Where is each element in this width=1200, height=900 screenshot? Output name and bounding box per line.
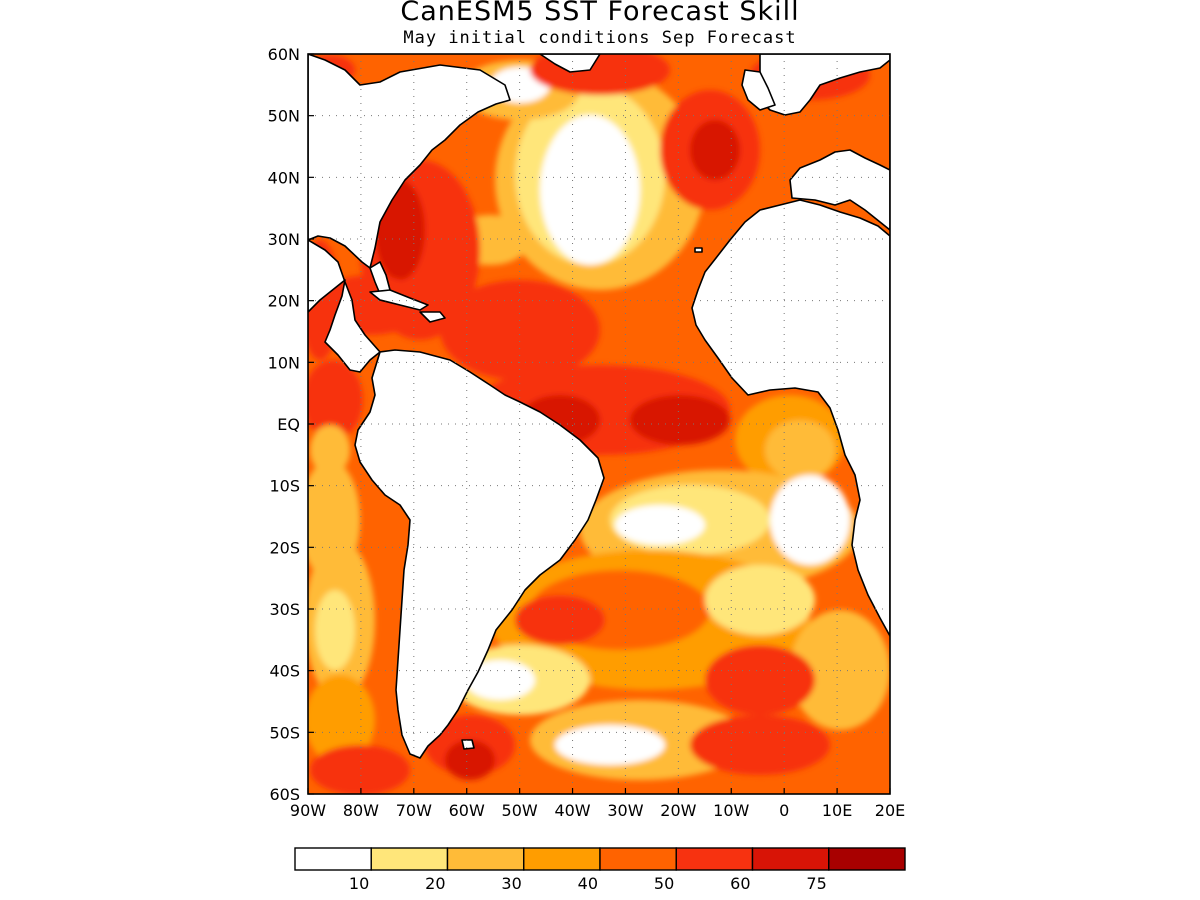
colorbar-label: 30 xyxy=(501,874,521,893)
greenland-land xyxy=(539,54,601,73)
lon-tick-label: 90W xyxy=(290,801,326,820)
colorbar-swatch xyxy=(370,847,449,871)
lat-tick-label: 30S xyxy=(269,600,300,619)
colorbar-swatch xyxy=(751,847,830,871)
colorbar-swatch xyxy=(294,847,372,871)
central-america-land xyxy=(308,239,381,373)
lon-tick-label: 40W xyxy=(554,801,590,820)
graticule xyxy=(308,54,890,794)
colorbar-swatch xyxy=(675,847,754,871)
canary-islands-land xyxy=(694,247,703,253)
colorbar-label: 10 xyxy=(349,874,369,893)
colorbar-swatch xyxy=(599,847,677,871)
lon-tick-label: 30W xyxy=(607,801,643,820)
colorbar-label: 60 xyxy=(730,874,750,893)
lat-tick-label: 50N xyxy=(268,107,300,126)
south-america-land xyxy=(354,349,605,759)
colorbar: 10 20 30 40 50 60 75 xyxy=(294,847,906,893)
colorbar-label: 75 xyxy=(806,874,826,893)
land-masses xyxy=(308,54,890,759)
lon-tick-label: 10E xyxy=(822,801,852,820)
lon-tick-label: 20E xyxy=(875,801,905,820)
hispaniola-land xyxy=(419,311,446,323)
lon-tick-label: 60W xyxy=(449,801,485,820)
lon-tick-label: 70W xyxy=(396,801,432,820)
lat-tick-label: 60N xyxy=(268,45,300,64)
lat-tick-label: 10N xyxy=(268,353,300,372)
north-america-land xyxy=(308,54,511,269)
colorbar-label: 50 xyxy=(654,874,674,893)
lat-tick-label: 10S xyxy=(269,477,300,496)
lat-tick-label: 20N xyxy=(268,292,300,311)
colorbar-swatch xyxy=(523,847,601,871)
falklands-land xyxy=(461,739,475,750)
europe-land xyxy=(759,54,890,231)
lon-tick-label: 50W xyxy=(502,801,538,820)
colorbar-label: 40 xyxy=(578,874,598,893)
cuba-land xyxy=(369,289,429,311)
longitude-labels: 90W 80W 70W 60W 50W 40W 30W 20W 10W 0 10E 20E xyxy=(290,788,905,820)
lat-tick-label: 20S xyxy=(269,538,300,557)
lon-tick-label: 80W xyxy=(343,801,379,820)
lon-tick-label: 0 xyxy=(779,801,789,820)
map-title: CanESM5 SST Forecast Skill xyxy=(400,0,800,27)
lon-tick-label: 10W xyxy=(713,801,749,820)
colorbar-label: 20 xyxy=(425,874,445,893)
lon-tick-label: 20W xyxy=(660,801,696,820)
lat-tick-label: EQ xyxy=(277,415,300,434)
colorbar-swatch xyxy=(828,847,906,871)
lat-tick-label: 40N xyxy=(268,168,300,187)
uk-land xyxy=(741,69,776,111)
map-subtitle: May initial conditions Sep Forecast xyxy=(403,28,797,48)
africa-land xyxy=(691,199,890,637)
lat-tick-label: 40S xyxy=(269,662,300,681)
latitude-labels: 60N 50N 40N 30N 20N 10N EQ 10S 20S 30S 40S 50S 60S xyxy=(268,45,314,804)
lat-tick-label: 60S xyxy=(269,785,300,804)
lat-tick-label: 30N xyxy=(268,230,300,249)
colorbar-swatch xyxy=(446,847,525,871)
lat-tick-label: 50S xyxy=(269,723,300,742)
